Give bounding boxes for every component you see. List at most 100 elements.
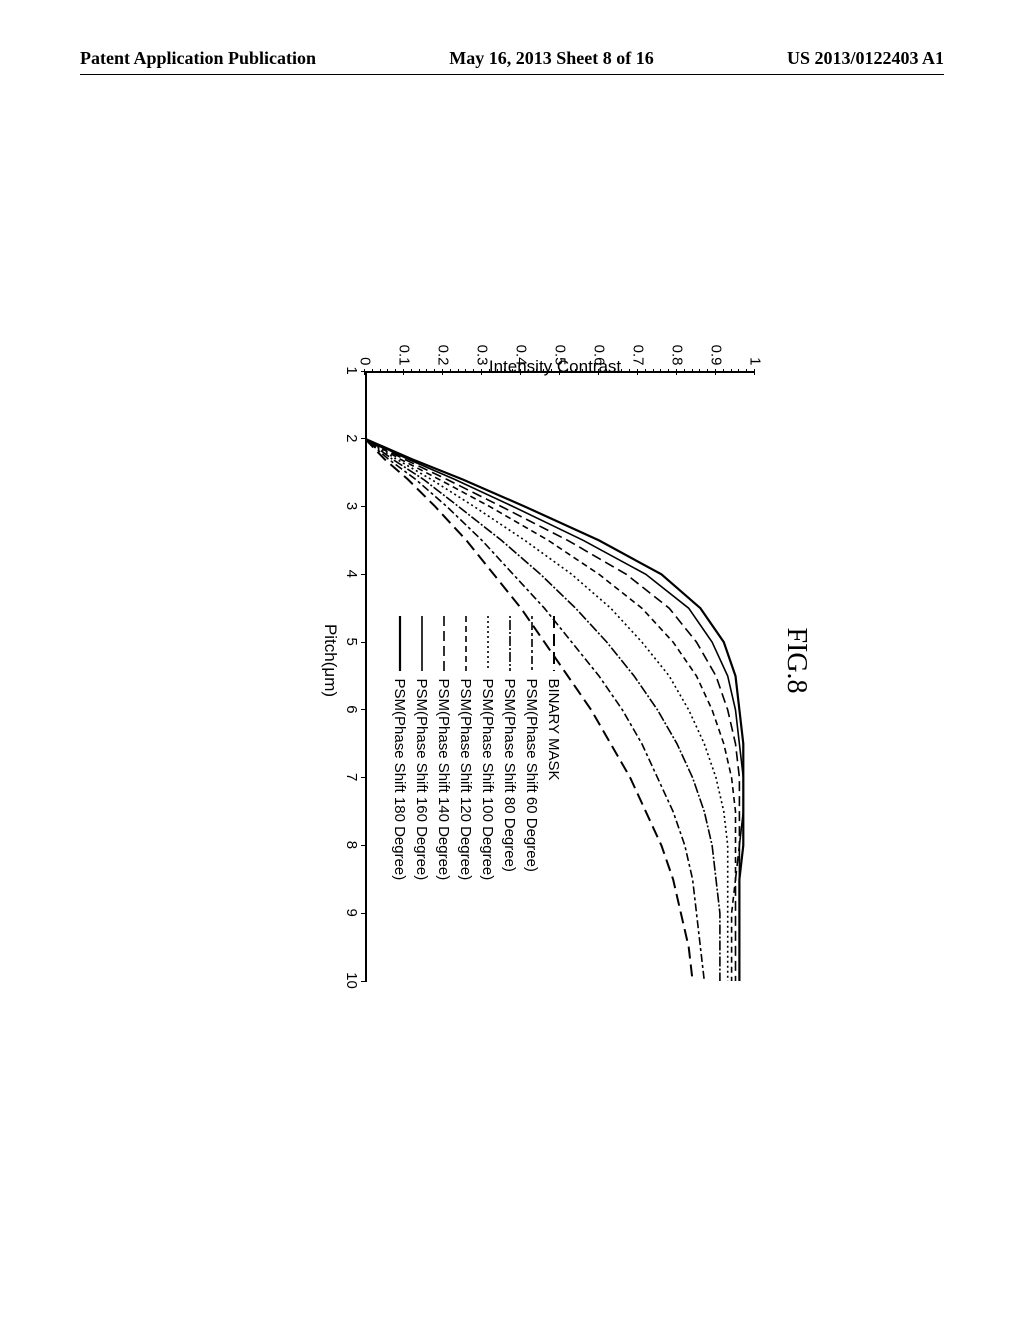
x-tick-mark xyxy=(361,438,367,439)
legend: BINARY MASK PSM(Phase Shift 60 Degree) PSM… xyxy=(389,616,565,881)
legend-row: PSM(Phase Shift 80 Degree) xyxy=(499,616,521,881)
header-rule xyxy=(80,74,944,75)
legend-row: PSM(Phase Shift 180 Degree) xyxy=(389,616,411,881)
y-tick-mark xyxy=(676,369,677,375)
x-tick-mark xyxy=(361,845,367,846)
y-tick-minor xyxy=(473,369,474,372)
legend-label: PSM(Phase Shift 180 Degree) xyxy=(392,679,409,881)
y-tick-minor xyxy=(660,369,661,372)
y-tick-minor xyxy=(426,369,427,372)
legend-row: PSM(Phase Shift 100 Degree) xyxy=(477,616,499,881)
y-tick-minor xyxy=(543,369,544,372)
y-tick-minor xyxy=(731,369,732,372)
legend-swatch xyxy=(510,616,511,671)
figure-title: FIG.8 xyxy=(780,269,812,1052)
y-tick-mark xyxy=(559,369,560,375)
y-tick-minor xyxy=(746,369,747,372)
y-tick-minor xyxy=(528,369,529,372)
x-tick-mark xyxy=(361,574,367,575)
y-tick-minor xyxy=(723,369,724,372)
y-tick-minor xyxy=(738,369,739,372)
legend-label: BINARY MASK xyxy=(546,679,563,781)
x-tick-label: 8 xyxy=(343,841,360,849)
x-tick-mark xyxy=(361,777,367,778)
x-tick-label: 2 xyxy=(343,434,360,442)
legend-swatch xyxy=(466,616,467,671)
y-tick-label: 0.5 xyxy=(552,331,569,366)
legend-swatch xyxy=(400,616,401,671)
y-tick-label: 0.2 xyxy=(435,331,452,366)
y-tick-label: 0.1 xyxy=(396,331,413,366)
y-tick-minor xyxy=(411,369,412,372)
x-tick-mark xyxy=(361,506,367,507)
y-tick-minor xyxy=(380,369,381,372)
page-header: Patent Application Publication May 16, 2… xyxy=(0,48,1024,69)
y-tick-mark xyxy=(715,369,716,375)
legend-row: PSM(Phase Shift 140 Degree) xyxy=(433,616,455,881)
header-right: US 2013/0122403 A1 xyxy=(787,48,944,69)
x-tick-label: 9 xyxy=(343,909,360,917)
y-tick-minor xyxy=(582,369,583,372)
legend-swatch xyxy=(444,616,445,671)
y-tick-label: 1 xyxy=(747,331,764,366)
legend-swatch xyxy=(488,616,489,671)
y-tick-minor xyxy=(621,369,622,372)
x-tick-label: 7 xyxy=(343,773,360,781)
y-tick-minor xyxy=(653,369,654,372)
y-tick-minor xyxy=(614,369,615,372)
y-tick-minor xyxy=(536,369,537,372)
x-tick-label: 10 xyxy=(343,972,360,989)
legend-label: PSM(Phase Shift 160 Degree) xyxy=(414,679,431,881)
y-tick-minor xyxy=(567,369,568,372)
legend-label: PSM(Phase Shift 60 Degree) xyxy=(524,679,541,872)
y-tick-mark xyxy=(520,369,521,375)
y-tick-label: 0.9 xyxy=(708,331,725,366)
x-tick-label: 6 xyxy=(343,705,360,713)
y-tick-minor xyxy=(372,369,373,372)
legend-swatch xyxy=(532,616,533,671)
y-tick-minor xyxy=(419,369,420,372)
y-tick-label: 0.3 xyxy=(474,331,491,366)
y-tick-minor xyxy=(575,369,576,372)
y-tick-minor xyxy=(629,369,630,372)
y-tick-label: 0.7 xyxy=(630,331,647,366)
x-tick-mark xyxy=(361,371,367,372)
y-tick-mark xyxy=(637,369,638,375)
legend-label: PSM(Phase Shift 100 Degree) xyxy=(480,679,497,881)
x-tick-mark xyxy=(361,913,367,914)
header-center: May 16, 2013 Sheet 8 of 16 xyxy=(449,48,653,69)
y-tick-minor xyxy=(684,369,685,372)
y-tick-minor xyxy=(465,369,466,372)
y-tick-minor xyxy=(668,369,669,372)
figure-wrapper: FIG.8 Intensity Contrast Pitch(μm) BINAR… xyxy=(211,269,812,1052)
y-tick-minor xyxy=(497,369,498,372)
legend-row: BINARY MASK xyxy=(543,616,565,881)
legend-label: PSM(Phase Shift 80 Degree) xyxy=(502,679,519,872)
y-tick-minor xyxy=(645,369,646,372)
legend-label: PSM(Phase Shift 120 Degree) xyxy=(458,679,475,881)
y-tick-minor xyxy=(590,369,591,372)
y-tick-minor xyxy=(699,369,700,372)
y-tick-minor xyxy=(512,369,513,372)
y-tick-minor xyxy=(504,369,505,372)
plot-area: Intensity Contrast Pitch(μm) BINARY MASK… xyxy=(325,311,765,1011)
y-tick-mark xyxy=(364,369,365,375)
y-tick-mark xyxy=(754,369,755,375)
x-tick-label: 1 xyxy=(343,366,360,374)
y-tick-minor xyxy=(458,369,459,372)
y-tick-mark xyxy=(403,369,404,375)
legend-label: PSM(Phase Shift 140 Degree) xyxy=(436,679,453,881)
y-tick-minor xyxy=(707,369,708,372)
y-tick-label: 0 xyxy=(357,331,374,366)
legend-row: PSM(Phase Shift 60 Degree) xyxy=(521,616,543,881)
y-tick-label: 0.4 xyxy=(513,331,530,366)
x-tick-mark xyxy=(361,709,367,710)
x-tick-label: 4 xyxy=(343,570,360,578)
x-tick-mark xyxy=(361,981,367,982)
y-tick-label: 0.6 xyxy=(591,331,608,366)
x-tick-label: 3 xyxy=(343,502,360,510)
y-tick-mark xyxy=(481,369,482,375)
y-tick-minor xyxy=(387,369,388,372)
y-tick-minor xyxy=(551,369,552,372)
y-tick-minor xyxy=(395,369,396,372)
